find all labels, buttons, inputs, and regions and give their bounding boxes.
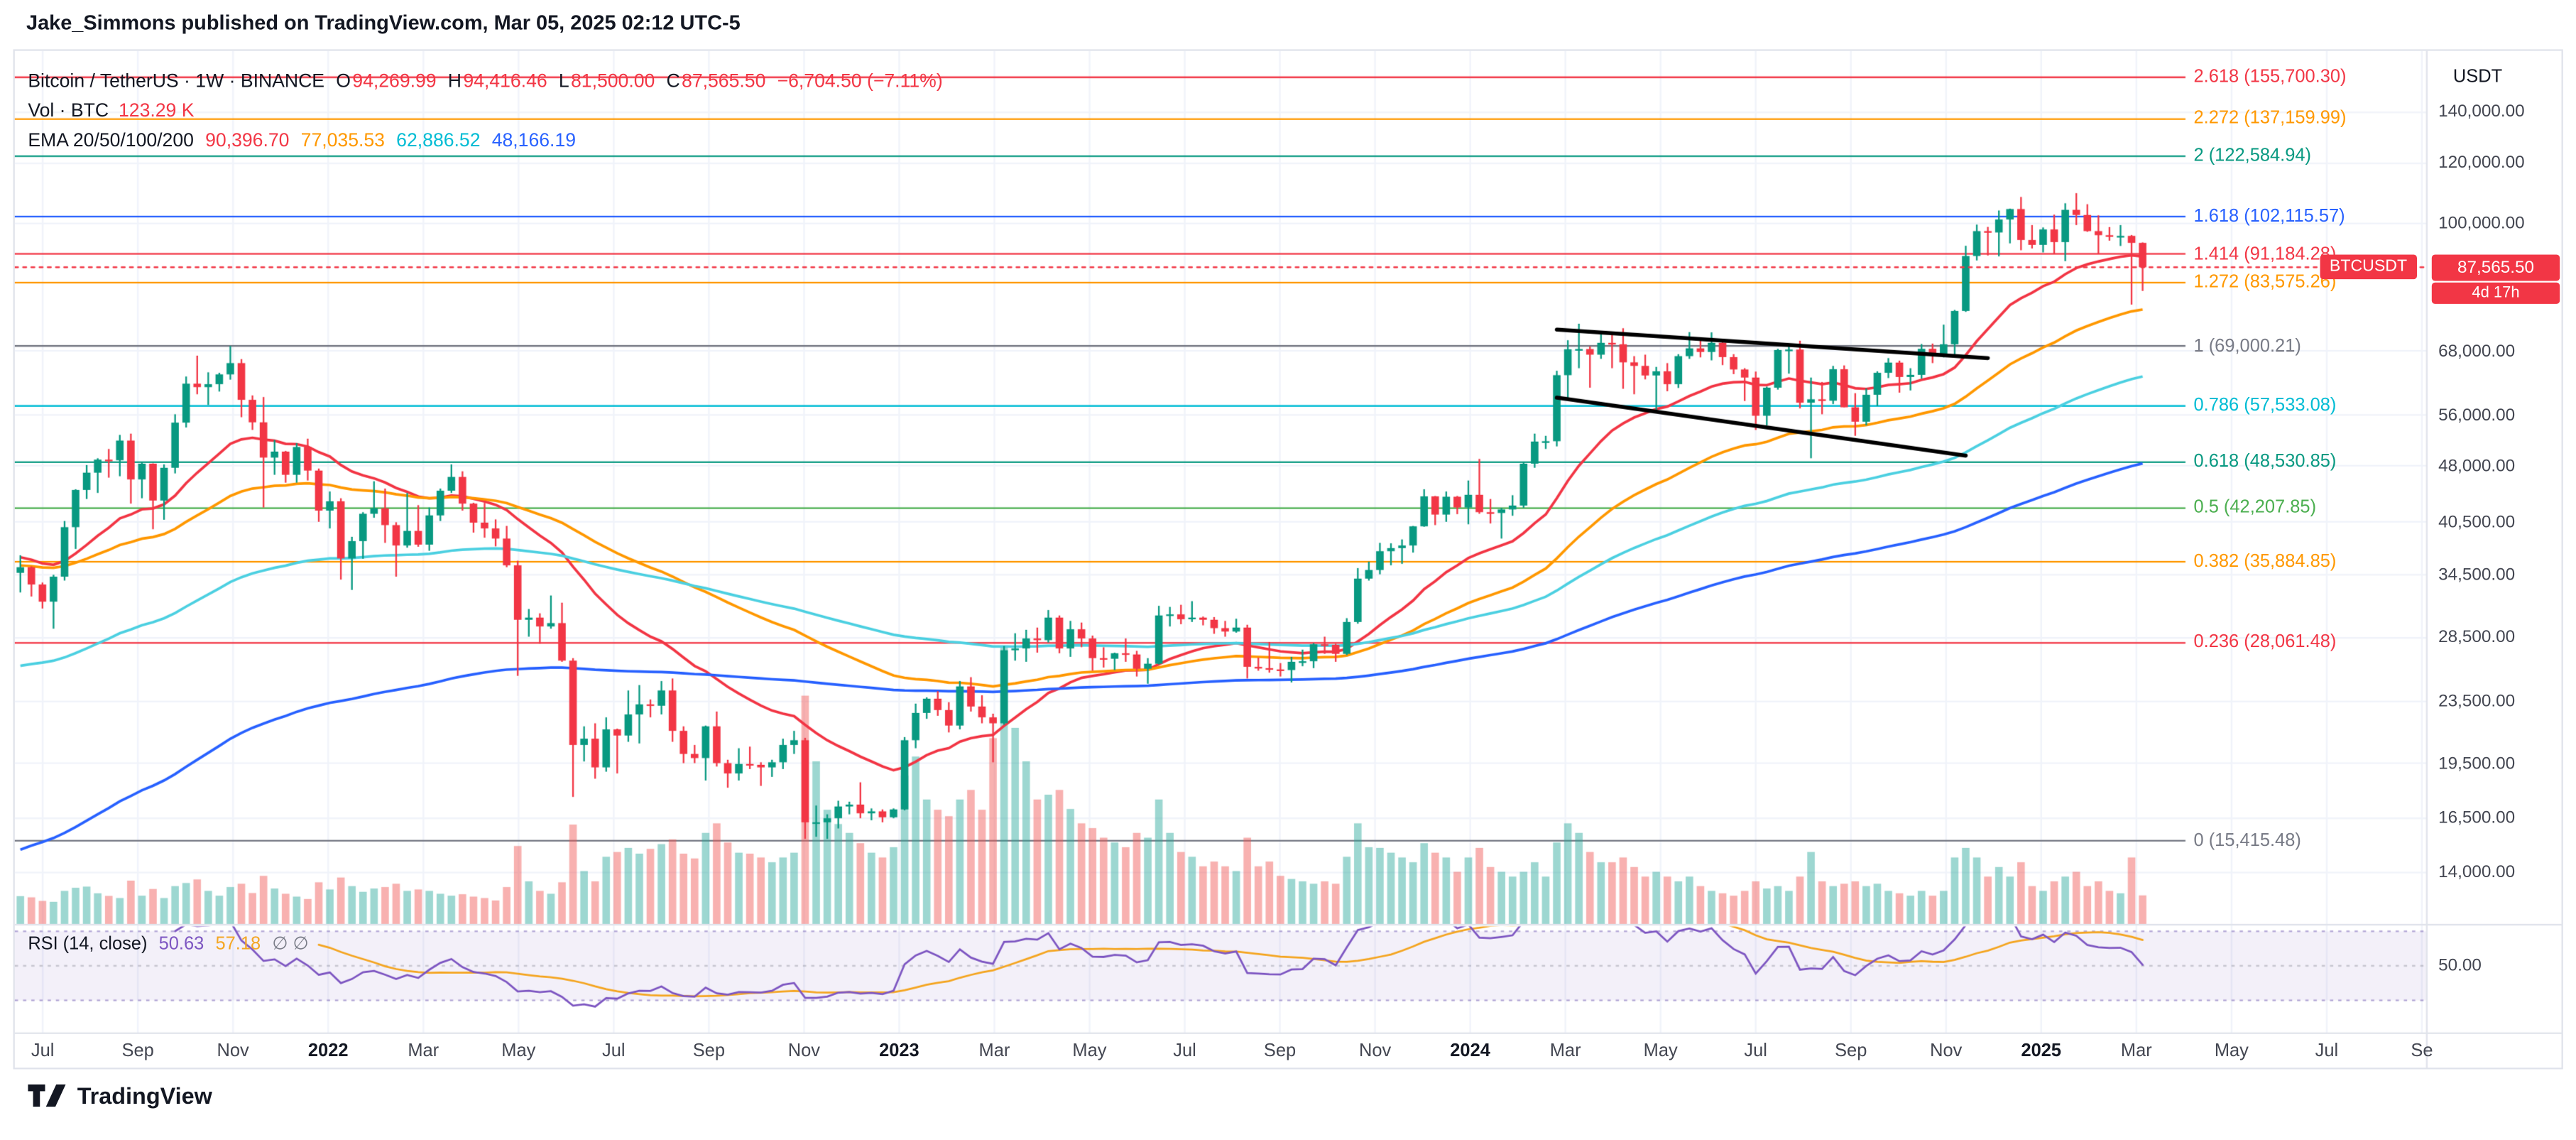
- ema-value: 62,886.52: [396, 131, 481, 151]
- time-tick: May: [1643, 1041, 1678, 1061]
- ohlc-letter: H: [447, 72, 462, 92]
- price-tick: 40,500.00: [2438, 511, 2516, 532]
- price-tick: 14,000.00: [2438, 862, 2516, 883]
- chart-widget: Bitcoin / TetherUS · 1W · BINANCE O 94,269…: [13, 49, 2563, 1070]
- price-tick: 120,000.00: [2438, 153, 2525, 173]
- price-tick: 16,500.00: [2438, 808, 2516, 828]
- time-tick: May: [2214, 1041, 2249, 1061]
- ohlc-letter: C: [666, 72, 680, 92]
- time-tick: Jul: [31, 1041, 55, 1061]
- time-tick: Mar: [978, 1041, 1010, 1061]
- rsi-empty-values: ∅ ∅: [272, 934, 309, 955]
- time-tick: Nov: [787, 1041, 820, 1061]
- brand-name[interactable]: TradingView: [77, 1082, 212, 1109]
- rsi-axis-tick: 50.00: [2438, 955, 2482, 976]
- ohlc-value: 94,416.46: [463, 72, 547, 92]
- time-tick: May: [501, 1041, 536, 1061]
- price-chart-canvas[interactable]: [14, 50, 2562, 1068]
- time-tick: Mar: [408, 1041, 440, 1061]
- symbol-tag: BTCUSDT: [2320, 254, 2417, 280]
- countdown-badge: 4d 17h: [2431, 281, 2560, 304]
- rsi-value: 50.63: [158, 934, 204, 955]
- price-tick: 140,000.00: [2438, 102, 2525, 122]
- rsi-ma-value: 57.18: [215, 934, 261, 955]
- time-tick: Sep: [1263, 1041, 1297, 1061]
- ema-row[interactable]: EMA 20/50/100/200 90,396.70 77,035.53 62,88…: [28, 126, 942, 156]
- time-tick: Sep: [692, 1041, 725, 1061]
- time-tick: 2024: [1450, 1041, 1490, 1061]
- price-tick: 68,000.00: [2438, 340, 2516, 361]
- time-axis[interactable]: Jul Sep Nov 2022 Mar May Jul Sep Nov 2023 Mar May Ju…: [15, 1033, 2433, 1068]
- ema-values: 90,396.70 77,035.53 62,886.52 48,166.19: [194, 131, 576, 151]
- price-tick: 56,000.00: [2438, 405, 2516, 425]
- ohlc-letter: O: [336, 72, 351, 92]
- time-tick: 2023: [879, 1041, 919, 1061]
- ema-value: 77,035.53: [300, 131, 385, 151]
- price-tick: 28,500.00: [2438, 628, 2516, 648]
- time-tick: Jul: [602, 1041, 626, 1061]
- rsi-params: (14, close): [62, 934, 148, 955]
- volume-value: 123.29 K: [119, 102, 195, 122]
- time-tick: Nov: [1358, 1041, 1392, 1061]
- time-tick: May: [1072, 1041, 1107, 1061]
- price-tick: 34,500.00: [2438, 565, 2516, 585]
- time-tick: 2022: [307, 1041, 349, 1061]
- time-tick: Mar: [1549, 1041, 1581, 1061]
- time-tick: Sep: [121, 1041, 154, 1061]
- currency-label: USDT: [2452, 67, 2503, 87]
- ema-value: 48,166.19: [491, 131, 577, 151]
- symbol-title: Bitcoin / TetherUS · 1W · BINANCE: [28, 72, 325, 92]
- time-tick: Sep: [1835, 1041, 1867, 1061]
- price-tick: 100,000.00: [2438, 213, 2525, 234]
- rsi-legend[interactable]: RSI (14, close) 50.63 57.18 ∅ ∅: [28, 933, 308, 955]
- ohlc-readout: O 94,269.99 H 94,416.46 L 81,500.00 C 87,565.50: [324, 72, 765, 92]
- time-tick: Nov: [1930, 1041, 1963, 1061]
- price-tick: 19,500.00: [2438, 753, 2516, 773]
- time-tick: Nov: [217, 1041, 249, 1061]
- time-tick: Se: [2411, 1041, 2433, 1061]
- footer: TradingView: [28, 1082, 212, 1109]
- ohlc-letter: L: [558, 72, 569, 92]
- time-tick: Jul: [1173, 1041, 1196, 1061]
- ema-value: 90,396.70: [205, 131, 290, 151]
- volume-label: Vol · BTC: [28, 102, 109, 122]
- time-tick: Jul: [1744, 1041, 1767, 1061]
- publish-info: Jake_Simmons published on TradingView.co…: [26, 11, 741, 35]
- change-readout: −6,704.50 (−7.11%): [777, 72, 943, 92]
- ema-label: EMA 20/50/100/200: [28, 131, 194, 151]
- symbol-row[interactable]: Bitcoin / TetherUS · 1W · BINANCE O 94,269…: [28, 67, 942, 97]
- ohlc-value: 87,565.50: [682, 72, 766, 92]
- price-tick: 23,500.00: [2438, 691, 2516, 712]
- price-tick: 48,000.00: [2438, 455, 2516, 476]
- rsi-title: RSI: [28, 934, 58, 955]
- price-badge: 87,565.50: [2431, 254, 2560, 281]
- time-tick: Jul: [2315, 1041, 2339, 1061]
- ohlc-value: 81,500.00: [570, 72, 655, 92]
- chart-legend: Bitcoin / TetherUS · 1W · BINANCE O 94,269…: [28, 67, 942, 156]
- tradingview-logo[interactable]: [28, 1084, 66, 1107]
- time-tick: 2025: [2021, 1041, 2062, 1061]
- price-axis[interactable]: USDT 140,000.00 120,000.00 100,000.00 68,00…: [2427, 51, 2562, 1068]
- time-tick: Mar: [2120, 1041, 2152, 1061]
- ohlc-value: 94,269.99: [352, 72, 437, 92]
- volume-row[interactable]: Vol · BTC 123.29 K: [28, 97, 942, 126]
